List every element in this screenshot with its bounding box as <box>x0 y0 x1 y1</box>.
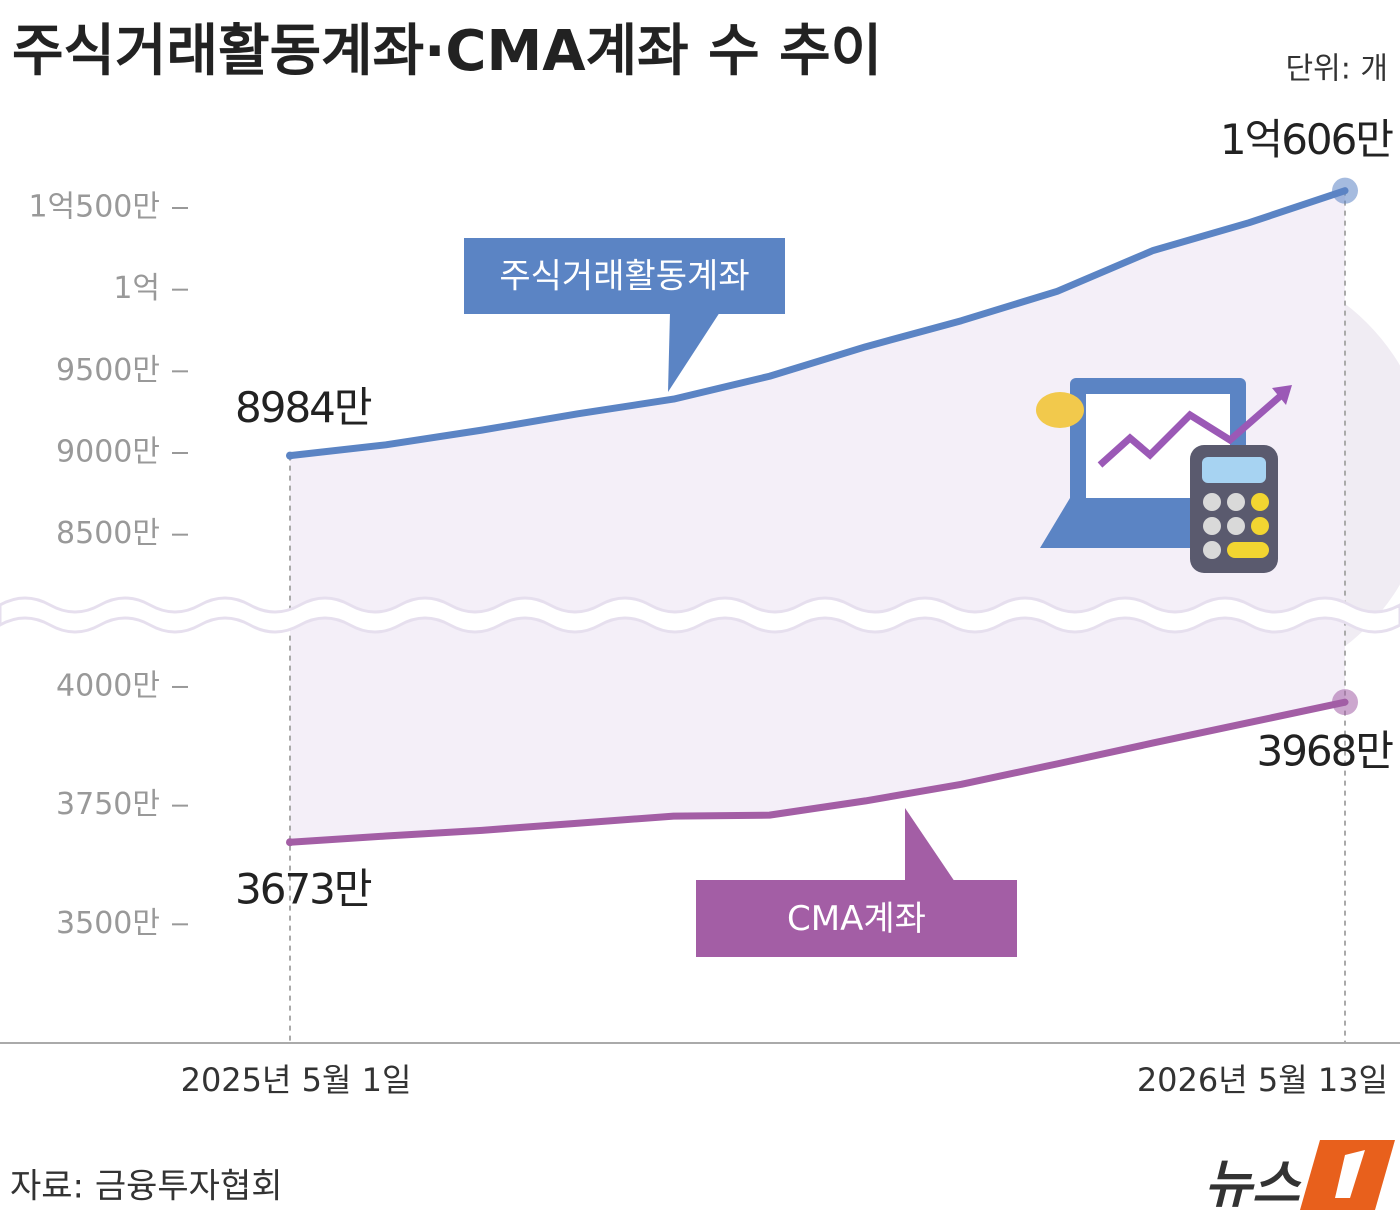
logo: 뉴스 <box>1204 1155 1302 1215</box>
axis-break <box>0 596 1400 634</box>
point <box>286 838 294 847</box>
point <box>1332 177 1358 204</box>
y-tick-label: 9500만 <box>56 353 160 388</box>
legend-label: 주식거래활동계좌 <box>499 257 749 297</box>
series-line <box>286 187 1349 460</box>
icon <box>1036 378 1292 573</box>
point <box>286 451 294 460</box>
series-line <box>286 698 1349 846</box>
source: 자료: 금융투자협회 <box>10 1167 283 1207</box>
y-tick-label: 8500만 <box>56 516 160 551</box>
y-tick-label: 3500만 <box>56 906 160 941</box>
callout-pointer <box>668 312 720 392</box>
legend-label: CMA계좌 <box>787 899 926 939</box>
data-label: 8984만 <box>235 383 372 432</box>
chart-title: 주식거래활동계좌·CMA계좌 수 추이 <box>12 19 882 84</box>
y-tick-label: 1억500만 <box>28 190 160 225</box>
data-label: 3968만 <box>1256 727 1393 776</box>
point <box>1332 689 1358 716</box>
legend-box <box>696 880 1017 957</box>
x-tick-label: 2025년 5월 1일 <box>181 1061 412 1099</box>
unit-label: 단위: 개 <box>1286 52 1388 87</box>
data-label: 1억606만 <box>1220 115 1394 164</box>
logo-mark <box>1335 1150 1365 1198</box>
y-tick-label: 4000만 <box>56 668 160 703</box>
legend-box <box>464 238 785 314</box>
x-tick-label: 2026년 5월 13일 <box>1137 1061 1388 1099</box>
y-tick-label: 9000만 <box>56 435 160 470</box>
y-tick-label: 1억 <box>113 271 160 306</box>
y-tick-label: 3750만 <box>56 787 160 822</box>
data-label: 3673만 <box>235 865 372 914</box>
plot <box>289 190 1346 1043</box>
band-fill <box>290 190 1345 843</box>
callout-pointer <box>905 808 955 882</box>
